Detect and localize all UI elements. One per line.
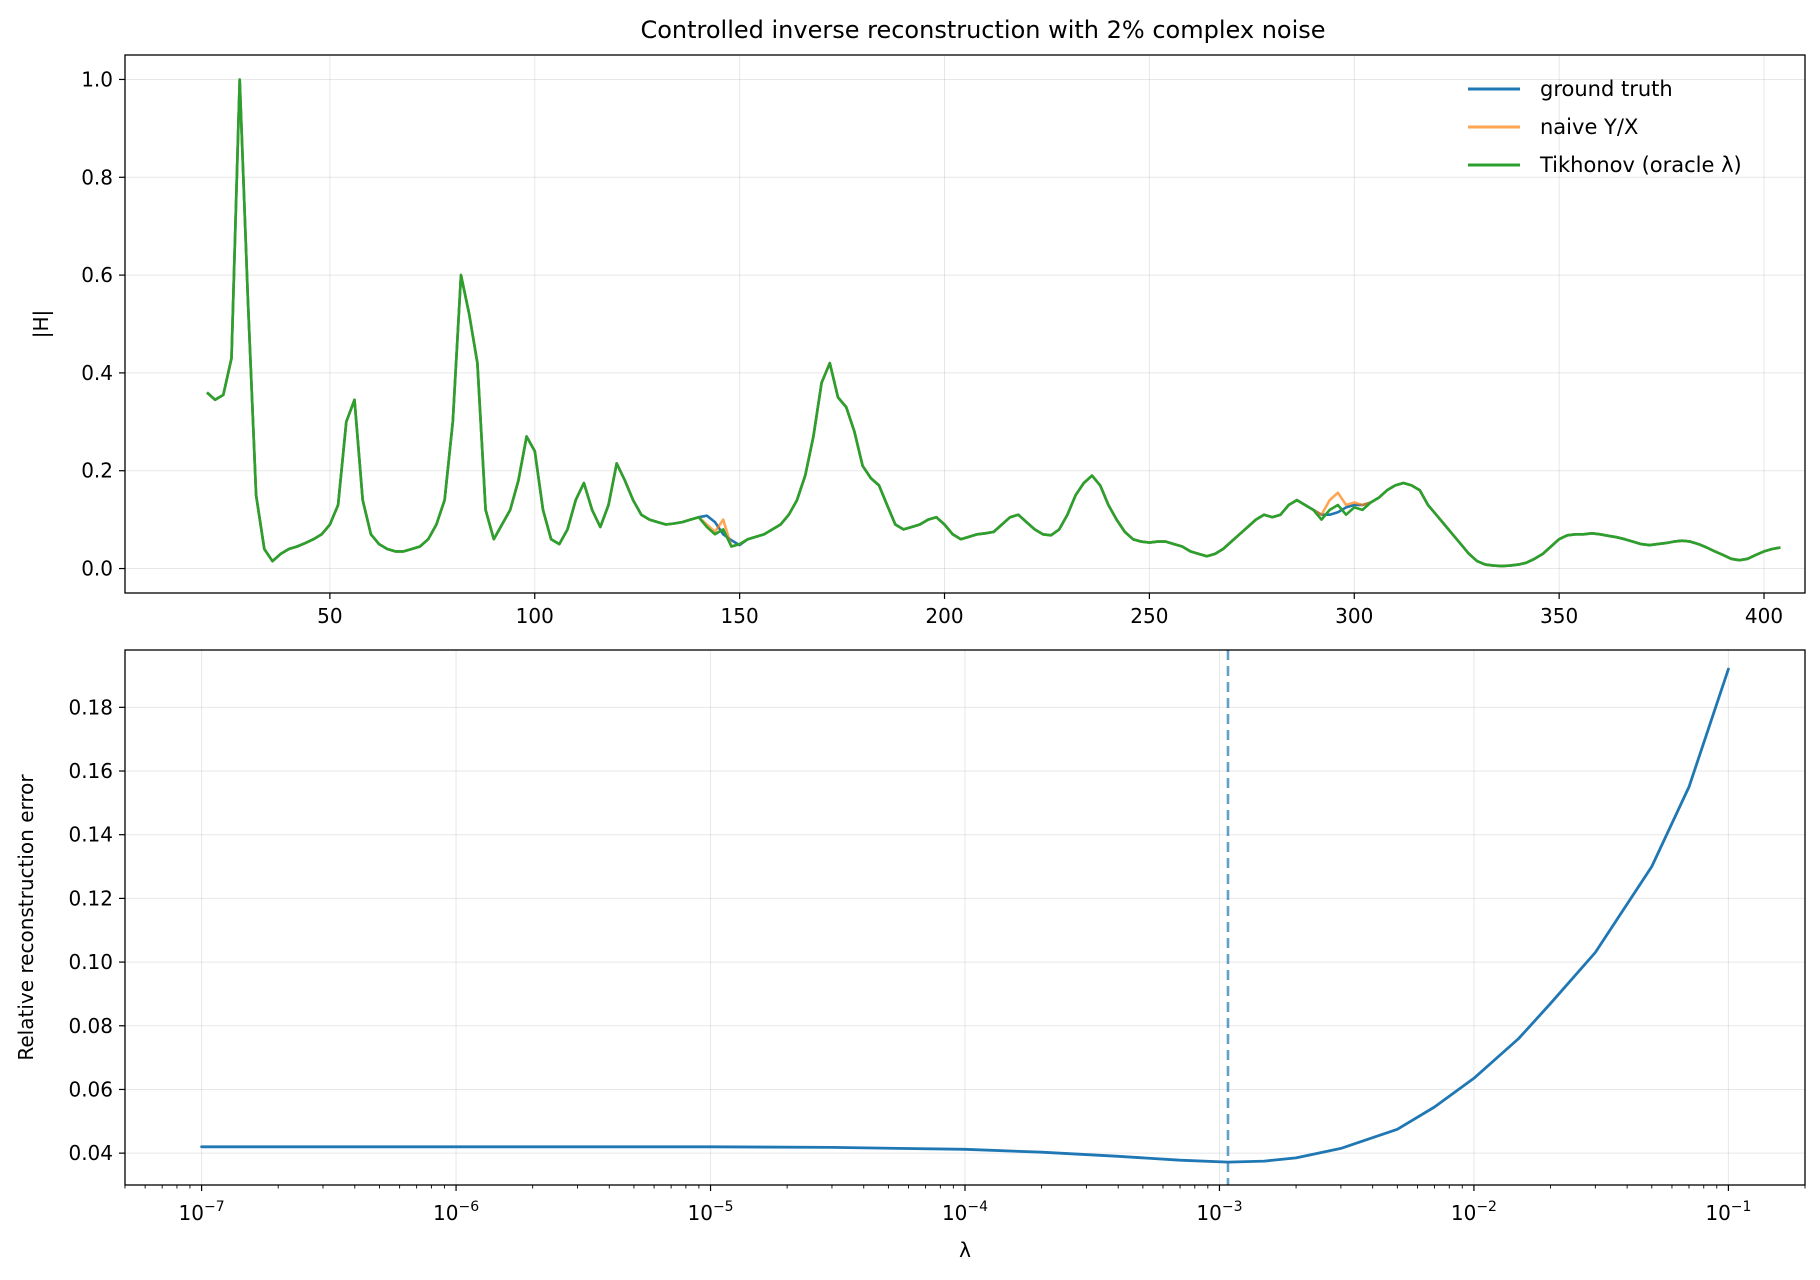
top-chart-ylabel: |H| <box>29 310 53 339</box>
top-xtick-label: 350 <box>1540 604 1578 628</box>
bottom-ytick-label: 0.10 <box>68 950 113 974</box>
top-chart-series <box>206 78 1781 568</box>
bottom-chart-ticks: 10−7 10−6 10−5 10−4 10−3 10−2 10−1 0.04 0.06 0.08… <box>68 695 1806 1225</box>
legend-label: ground truth <box>1540 77 1673 101</box>
top-ytick-label: 0.8 <box>81 165 113 189</box>
error-curve-line <box>200 667 1730 1164</box>
bottom-ytick-label: 0.18 <box>68 695 113 719</box>
top-chart-title: Controlled inverse reconstruction with 2… <box>640 16 1325 44</box>
top-ytick-label: 0.2 <box>81 459 113 483</box>
bottom-xtick-label: 10−2 <box>1451 1199 1497 1225</box>
legend-label: naive Y/X <box>1540 115 1638 139</box>
top-xtick-label: 400 <box>1745 604 1783 628</box>
top-xtick-label: 50 <box>317 604 342 628</box>
top-xtick-label: 150 <box>721 604 759 628</box>
top-chart-grid <box>125 55 1805 593</box>
bottom-ytick-label: 0.06 <box>68 1077 113 1101</box>
top-chart-frame <box>124 54 1806 594</box>
bottom-ytick-label: 0.12 <box>68 886 113 910</box>
bottom-xtick-label: 10−5 <box>687 1199 733 1225</box>
top-ytick-label: 0.6 <box>81 263 113 287</box>
bottom-ytick-label: 0.14 <box>68 823 113 847</box>
top-ytick-label: 1.0 <box>81 67 113 91</box>
bottom-ytick-label: 0.04 <box>68 1141 113 1165</box>
top-chart-ticks: 50 100 150 200 250 300 350 400 0.0 0.2 0.4 0.6 0.8 1.… <box>81 67 1783 628</box>
top-xtick-label: 300 <box>1335 604 1373 628</box>
bottom-xtick-label: 10−7 <box>179 1199 225 1225</box>
top-chart-legend: ground truth naive Y/X Tikhonov (oracle λ) <box>1468 77 1742 177</box>
bottom-xtick-label: 10−3 <box>1196 1199 1242 1225</box>
bottom-xtick-label: 10−1 <box>1705 1199 1751 1225</box>
top-ytick-label: 0.4 <box>81 361 113 385</box>
top-xtick-label: 200 <box>925 604 963 628</box>
bottom-ytick-label: 0.16 <box>68 759 113 783</box>
bottom-chart-xlabel: λ <box>959 1238 971 1262</box>
top-xtick-label: 100 <box>516 604 554 628</box>
bottom-chart-series <box>200 650 1730 1185</box>
bottom-ytick-label: 0.08 <box>68 1014 113 1038</box>
top-ytick-label: 0.0 <box>81 557 113 581</box>
legend-label: Tikhonov (oracle λ) <box>1539 153 1742 177</box>
top-xtick-label: 250 <box>1130 604 1168 628</box>
bottom-xtick-label: 10−6 <box>433 1199 479 1225</box>
bottom-chart-grid <box>125 650 1805 1185</box>
top-series-line-2 <box>206 78 1781 568</box>
bottom-chart-ylabel: Relative reconstruction error <box>14 774 38 1061</box>
bottom-xtick-label: 10−4 <box>942 1199 988 1225</box>
